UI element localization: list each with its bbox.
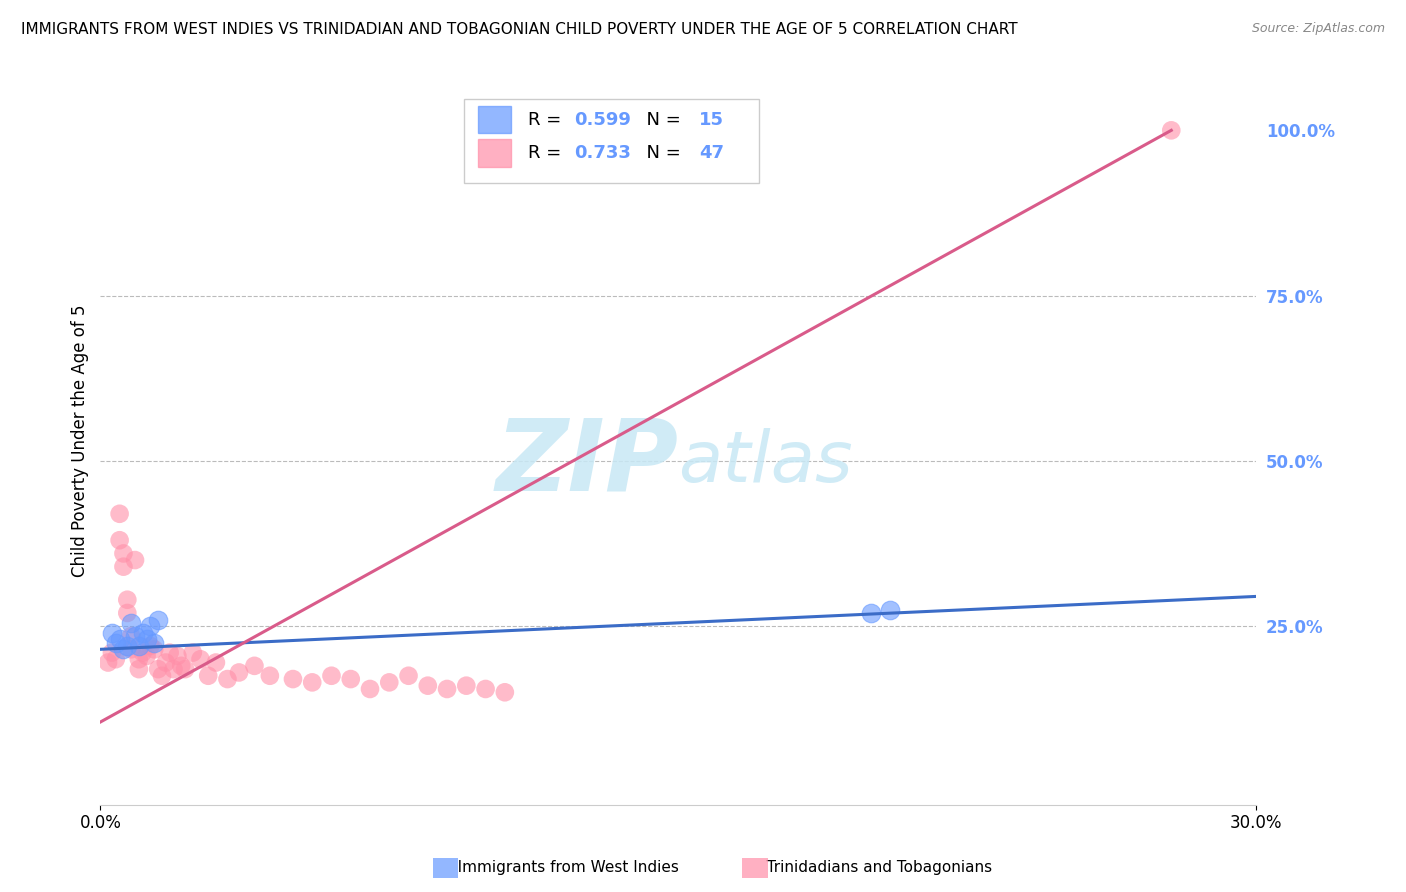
Point: [155, 656, 177, 670]
Bar: [478, 139, 510, 167]
Point: [879, 602, 901, 616]
Text: R =: R =: [529, 145, 567, 162]
Point: [1160, 123, 1182, 137]
Text: ZIP: ZIP: [495, 415, 678, 511]
Point: [359, 681, 381, 696]
Y-axis label: Child Poverty Under the Age of 5: Child Poverty Under the Age of 5: [72, 305, 89, 577]
Point: [132, 625, 155, 640]
Point: [128, 652, 150, 666]
Point: [301, 675, 323, 690]
Text: atlas: atlas: [678, 428, 853, 498]
Point: [456, 679, 478, 693]
FancyBboxPatch shape: [464, 99, 759, 183]
Point: [228, 665, 250, 680]
Point: [108, 533, 131, 548]
Bar: [478, 106, 510, 134]
Point: [398, 669, 420, 683]
Point: [162, 662, 184, 676]
Point: [101, 625, 124, 640]
Point: [104, 652, 127, 666]
Point: [143, 636, 166, 650]
Point: [128, 639, 150, 653]
Text: 15: 15: [699, 111, 724, 128]
Point: [117, 606, 139, 620]
Point: [101, 646, 124, 660]
Point: [243, 658, 266, 673]
Text: Trinidadians and Tobagonians: Trinidadians and Tobagonians: [752, 860, 993, 874]
Text: R =: R =: [529, 111, 567, 128]
Text: Immigrants from West Indies: Immigrants from West Indies: [443, 860, 679, 874]
Point: [132, 646, 155, 660]
Point: [190, 652, 212, 666]
Text: 0.599: 0.599: [574, 111, 631, 128]
Text: Source: ZipAtlas.com: Source: ZipAtlas.com: [1251, 22, 1385, 36]
Point: [217, 672, 239, 686]
Text: IMMIGRANTS FROM WEST INDIES VS TRINIDADIAN AND TOBAGONIAN CHILD POVERTY UNDER TH: IMMIGRANTS FROM WEST INDIES VS TRINIDADI…: [21, 22, 1018, 37]
Point: [166, 648, 188, 663]
Point: [120, 629, 142, 643]
Point: [181, 646, 204, 660]
Point: [117, 592, 139, 607]
Point: [104, 636, 127, 650]
Point: [139, 619, 162, 633]
Point: [494, 685, 516, 699]
Point: [112, 559, 135, 574]
Point: [139, 639, 162, 653]
Point: [135, 632, 157, 647]
Point: [124, 629, 146, 643]
Point: [436, 681, 458, 696]
Point: [205, 656, 228, 670]
Text: N =: N =: [636, 111, 688, 128]
Point: [120, 642, 142, 657]
Point: [170, 658, 193, 673]
Point: [321, 669, 343, 683]
Point: [135, 648, 157, 663]
Point: [117, 639, 139, 653]
Point: [112, 546, 135, 560]
Point: [150, 669, 173, 683]
Text: 0.733: 0.733: [574, 145, 631, 162]
Point: [281, 672, 304, 686]
Point: [108, 632, 131, 647]
Text: N =: N =: [636, 145, 688, 162]
Point: [128, 662, 150, 676]
Point: [146, 662, 169, 676]
Point: [108, 507, 131, 521]
Point: [146, 613, 169, 627]
Point: [97, 656, 120, 670]
Point: [174, 662, 197, 676]
Point: [112, 642, 135, 657]
Point: [859, 606, 882, 620]
Text: 47: 47: [699, 145, 724, 162]
Point: [416, 679, 439, 693]
Point: [259, 669, 281, 683]
Point: [339, 672, 361, 686]
Point: [120, 615, 142, 630]
Point: [474, 681, 496, 696]
Point: [197, 669, 219, 683]
Point: [143, 642, 166, 657]
Point: [378, 675, 401, 690]
Point: [159, 646, 181, 660]
Point: [124, 553, 146, 567]
